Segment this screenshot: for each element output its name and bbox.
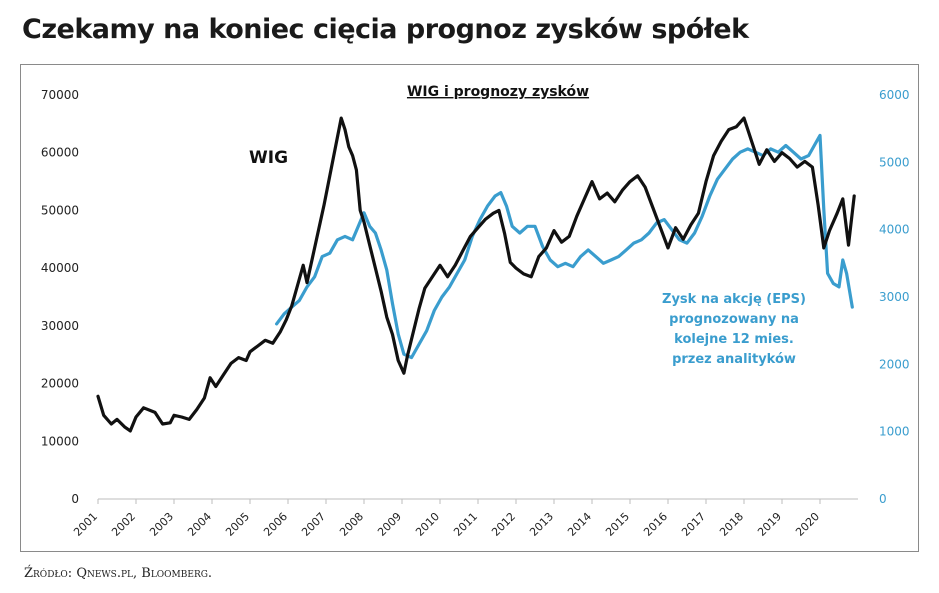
x-tick-label: 2005 [223, 510, 252, 539]
wig-series-label: WIG [249, 148, 288, 168]
eps-series-label-line: prognozowany na [669, 312, 799, 327]
y-right-tick-label: 2000 [879, 357, 910, 371]
chart-title: WIG i prognozy zysków [407, 84, 589, 100]
series-line-eps [275, 133, 854, 360]
x-tick-label: 2010 [413, 510, 442, 539]
y-right-tick-label: 3000 [879, 290, 910, 304]
line-chart: 2001 2002 2003 2004 2005 2006 2007 2008 2009 2010… [41, 84, 910, 539]
y-right-tick-label: 1000 [879, 425, 910, 439]
x-tick-label: 2006 [261, 510, 290, 539]
y-left-tick-label: 50000 [41, 203, 79, 217]
y-left-tick-label: 30000 [41, 319, 79, 333]
x-tick-label: 2004 [185, 510, 214, 539]
eps-series-label-line: przez analityków [672, 352, 796, 367]
x-tick-label: 2007 [299, 510, 328, 539]
y-left-tick-label: 70000 [41, 88, 79, 102]
source-note: Źródło: Qnews.pl, Bloomberg. [24, 566, 213, 581]
x-tick-label: 2015 [603, 510, 632, 539]
y-left-tick-label: 20000 [41, 377, 79, 391]
page-title: Czekamy na koniec cięcia prognoz zysków … [22, 14, 749, 45]
y-left-tick-label: 10000 [41, 434, 79, 448]
x-tick-label: 2013 [527, 510, 556, 539]
x-tick-label: 2017 [679, 510, 708, 539]
y-right-tick-label: 4000 [879, 223, 910, 237]
y-left-tick-label: 60000 [41, 146, 79, 160]
y-right-tick-label: 6000 [879, 88, 910, 102]
series-line-wig [96, 116, 856, 433]
x-tick-label: 2014 [565, 510, 594, 539]
y-left-tick-label: 40000 [41, 261, 79, 275]
x-tick-label: 2020 [793, 510, 822, 539]
y-right-tick-label: 0 [879, 492, 887, 506]
x-tick-label: 2011 [451, 510, 480, 539]
x-tick-label: 2018 [717, 510, 746, 539]
x-tick-label: 2012 [489, 510, 518, 539]
x-tick-label: 2019 [755, 510, 784, 539]
x-tick-label: 2009 [375, 510, 404, 539]
y-left-tick-label: 0 [71, 492, 79, 506]
x-tick-label: 2002 [109, 510, 138, 539]
eps-series-label-line: kolejne 12 mies. [674, 332, 794, 347]
chart-container: 2001 2002 2003 2004 2005 2006 2007 2008 2009 2010… [20, 64, 919, 552]
x-tick-label: 2016 [641, 510, 670, 539]
x-tick-label: 2001 [71, 510, 100, 539]
y-right-tick-label: 5000 [879, 155, 910, 169]
x-tick-label: 2003 [147, 510, 176, 539]
eps-series-label-line: Zysk na akcję (EPS) [662, 292, 806, 307]
x-tick-label: 2008 [337, 510, 366, 539]
